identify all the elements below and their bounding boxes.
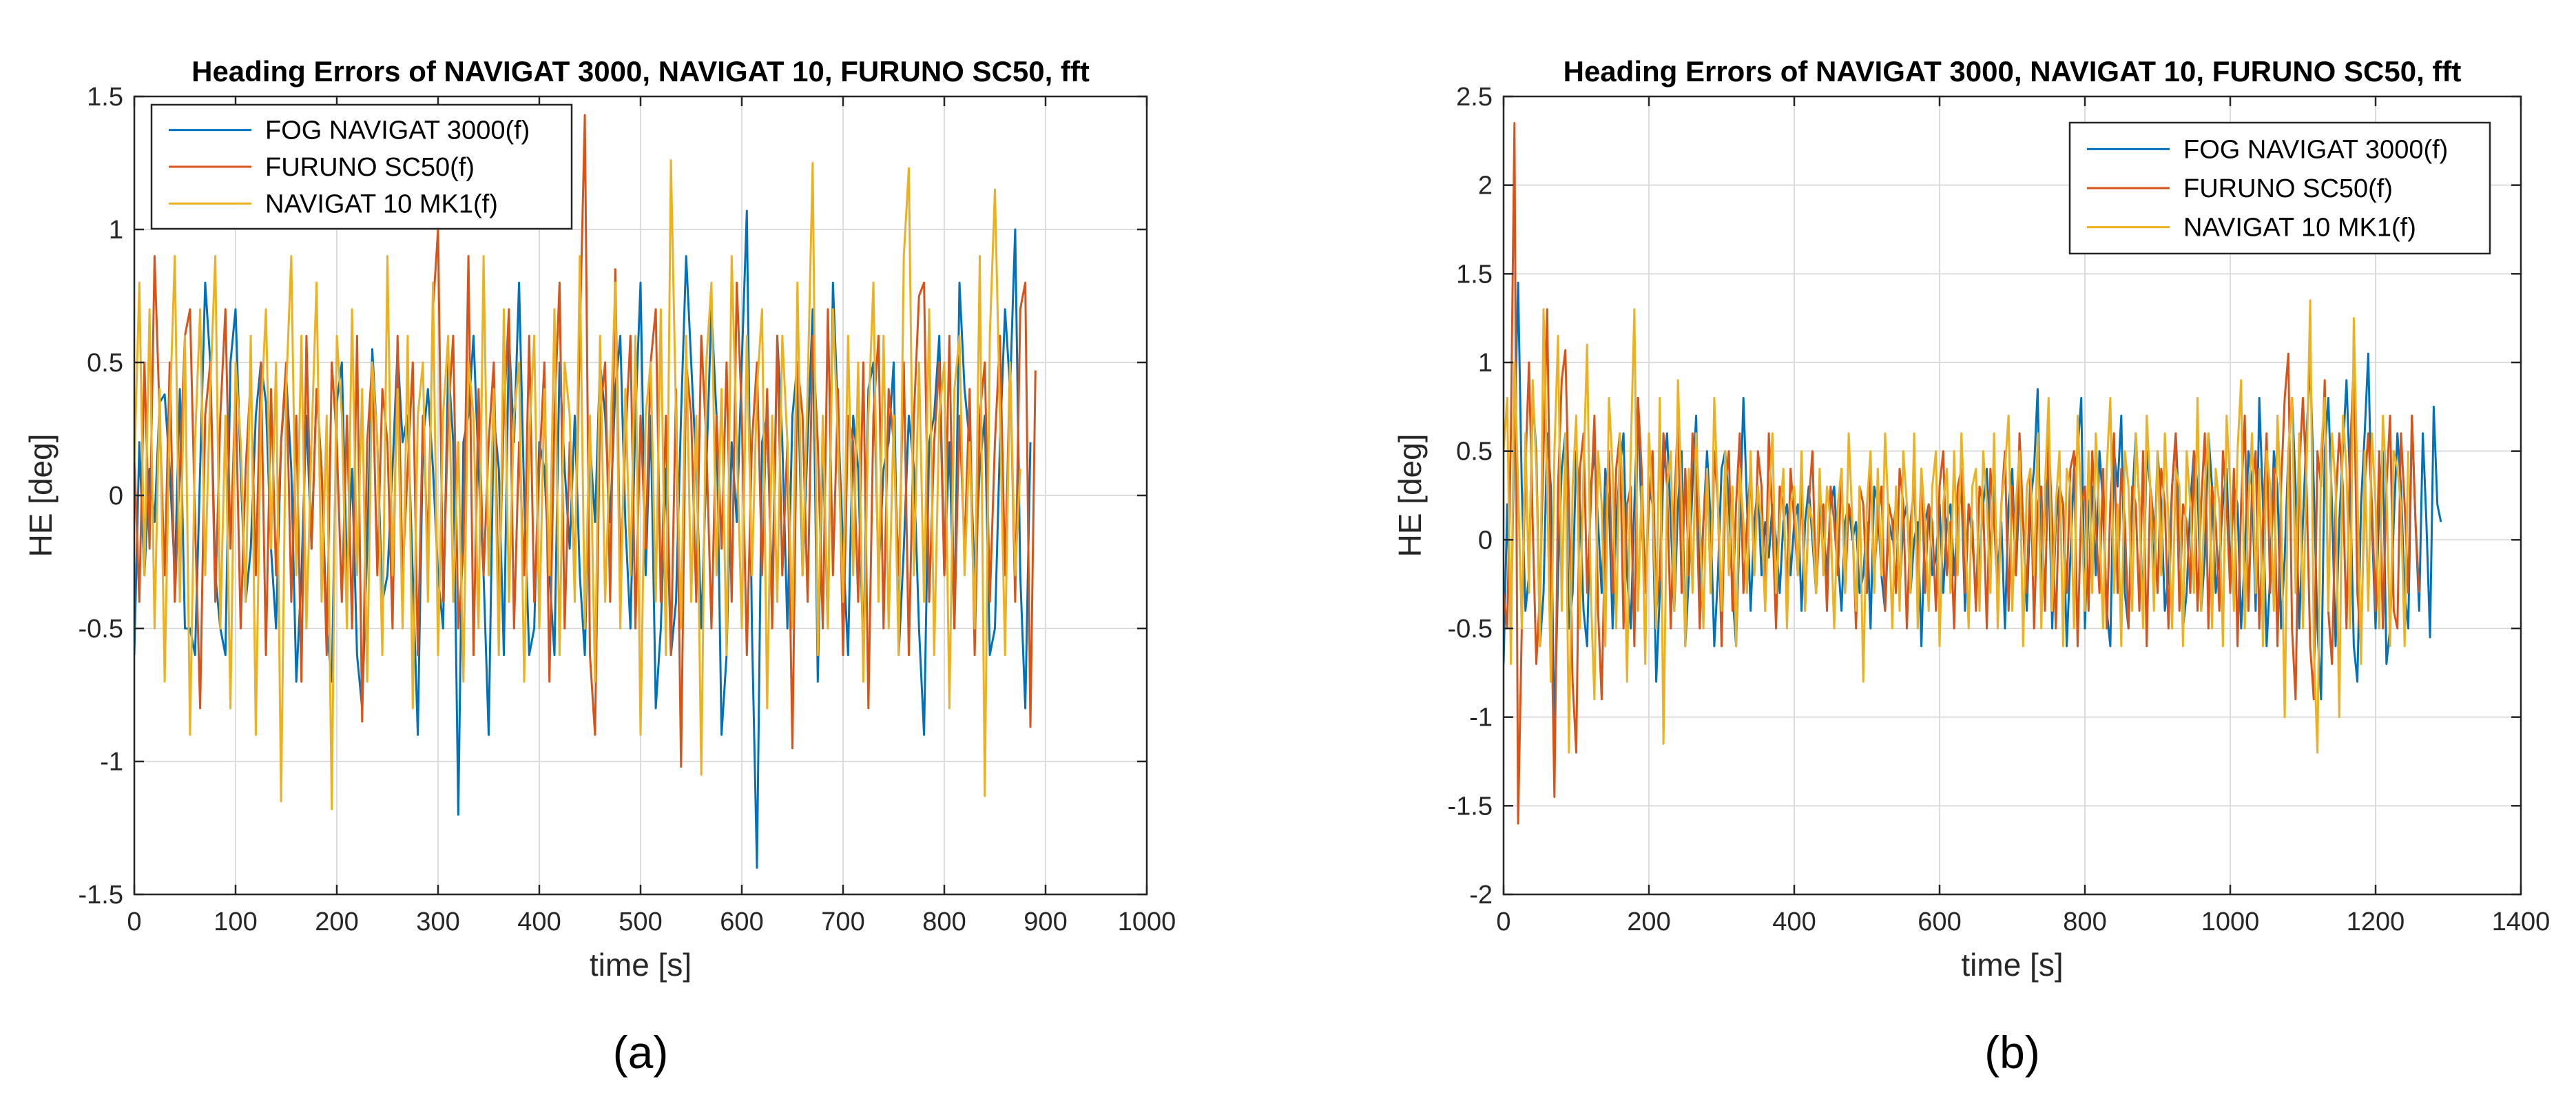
y-tick-label: 1 [1478, 349, 1493, 378]
legend-entry-3: NAVIGAT 10 MK1(f) [265, 189, 498, 218]
y-tick-label: -1 [1469, 704, 1493, 732]
legend-entry-3: NAVIGAT 10 MK1(f) [2183, 214, 2416, 243]
x-axis-label: time [s] [590, 947, 692, 983]
x-tick-label: 1200 [2347, 908, 2405, 936]
y-axis-label: HE [deg] [1392, 434, 1428, 557]
chart-panel-a: 0 100 200 300 400 500 600 700 800 900 1000 -1.5 -1 -0… [23, 55, 1176, 1078]
x-tick-label: 600 [1918, 908, 1961, 936]
legend: FOG NAVIGAT 3000(f) FURUNO SC50(f) NAVIGAT… [150, 103, 573, 230]
x-tick-label: 500 [619, 908, 662, 936]
y-tick-label: 0 [109, 482, 123, 511]
y-tick-label: -1.5 [1448, 792, 1493, 821]
panel-label: (b) [1984, 1027, 2040, 1078]
x-tick-label: 1000 [1118, 908, 1176, 936]
chart-title: Heading Errors of NAVIGAT 3000, NAVIGAT … [191, 55, 1090, 88]
x-tick-label: 0 [127, 908, 141, 936]
x-tick-label: 200 [315, 908, 358, 936]
x-tick-label: 1000 [2201, 908, 2260, 936]
y-tick-label: 0 [1478, 526, 1493, 555]
x-tick-label: 800 [2063, 908, 2106, 936]
y-tick-label: 1.5 [1456, 260, 1493, 289]
x-tick-label: 100 [214, 908, 257, 936]
y-tick-label: -0.5 [1448, 615, 1493, 644]
axes-box [1502, 95, 2522, 896]
y-tick-label: -2 [1469, 881, 1493, 910]
legend-entry-2: FURUNO SC50(f) [265, 153, 475, 182]
x-tick-label: 400 [1772, 908, 1816, 936]
chart-title: Heading Errors of NAVIGAT 3000, NAVIGAT … [1564, 55, 2462, 88]
series-line-2 [134, 114, 1037, 768]
y-tick-label: -1 [100, 748, 123, 777]
y-tick-label: -0.5 [79, 615, 123, 644]
x-tick-label: 700 [821, 908, 864, 936]
y-tick-label: 1 [109, 216, 123, 245]
series-line-3 [134, 159, 1021, 810]
x-tick-label: 200 [1627, 908, 1670, 936]
series-line-3 [1504, 299, 2409, 754]
y-tick-label: 0.5 [87, 349, 123, 378]
x-axis-label: time [s] [1961, 947, 2063, 983]
chart-panel-b: 0 200 400 600 800 1000 1200 1400 -2 -1.5 -1 -0.5 0 0.… [1392, 55, 2550, 1078]
y-tick-label: 2.5 [1456, 83, 1493, 112]
legend: FOG NAVIGAT 3000(f) FURUNO SC50(f) NAVIGAT… [2068, 121, 2491, 255]
y-tick-label: 0.5 [1456, 438, 1493, 467]
x-tick-label: 600 [720, 908, 763, 936]
legend-entry-2: FURUNO SC50(f) [2183, 174, 2393, 203]
x-tick-label: 1400 [2492, 908, 2551, 936]
x-tick-label: 300 [416, 908, 459, 936]
x-tick-label: 900 [1024, 908, 1067, 936]
legend-entry-1: FOG NAVIGAT 3000(f) [2183, 135, 2448, 164]
x-tick-label: 800 [922, 908, 966, 936]
y-tick-label: -1.5 [79, 881, 123, 910]
panel-label: (a) [613, 1027, 669, 1078]
legend-entry-1: FOG NAVIGAT 3000(f) [265, 116, 530, 145]
y-axis-label: HE [deg] [23, 434, 59, 557]
x-tick-label: 400 [517, 908, 561, 936]
y-tick-label: 1.5 [87, 83, 123, 112]
x-tick-label: 0 [1496, 908, 1510, 936]
y-tick-label: 2 [1478, 172, 1493, 201]
